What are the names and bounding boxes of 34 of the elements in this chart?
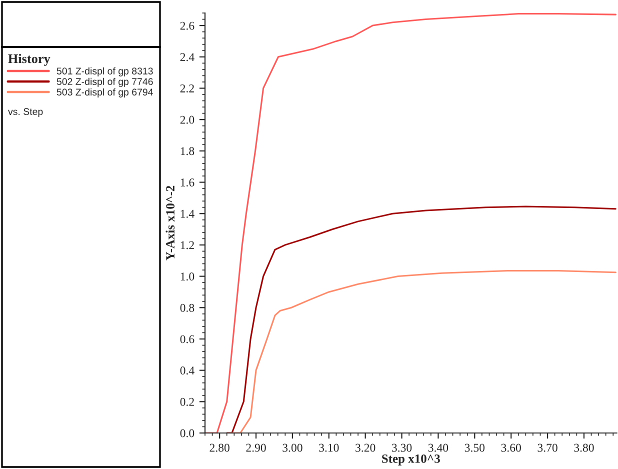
x-tick-label: 3.60 (501, 444, 521, 452)
legend-label: 503 Z-displ of gp 6794 (56, 88, 153, 98)
y-tick-label: 2.0 (180, 116, 194, 124)
line-series (226, 206, 616, 433)
legend-title: History (8, 54, 50, 66)
y-tick-label: 1.2 (180, 241, 194, 250)
legend-label: 502 Z-displ of gp 7746 (56, 78, 153, 87)
x-tick-label: 3.20 (356, 444, 376, 452)
line-series (230, 270, 616, 433)
y-tick-label: 1.8 (180, 147, 194, 156)
y-tick-label: 1.0 (180, 272, 194, 281)
x-tick-label: 3.50 (464, 444, 485, 452)
x-axis-title: Step x10^3 (382, 454, 440, 466)
x-tick-label: 2.90 (246, 444, 266, 452)
y-tick-label: 0.8 (180, 304, 194, 312)
y-tick-label: 0.6 (180, 335, 194, 344)
y-tick-label: 2.4 (180, 53, 194, 62)
y-tick-label: 2.2 (180, 84, 194, 92)
x-tick-label: 3.30 (392, 444, 412, 452)
x-tick-label: 2.80 (210, 444, 230, 452)
y-tick-label: 0.2 (180, 398, 194, 406)
y-tick-label: 0.4 (180, 366, 194, 375)
text: vs. Step (8, 108, 43, 117)
y-tick-label: 1.4 (180, 210, 194, 218)
x-tick-label: 3.80 (574, 444, 594, 452)
y-tick-label: 0.0 (180, 429, 194, 438)
legend-label: 501 Z-displ of gp 8313 (56, 67, 153, 76)
y-tick-label: 1.6 (180, 178, 194, 187)
x-tick-label: 3.10 (319, 444, 339, 452)
y-axis-title: Y-Axis x10^-2 (166, 186, 175, 260)
x-tick-label: 3.00 (282, 444, 302, 452)
x-tick-label: 3.40 (428, 444, 448, 452)
x-tick-label: 3.70 (538, 444, 558, 452)
y-tick-label: 2.6 (180, 22, 194, 30)
